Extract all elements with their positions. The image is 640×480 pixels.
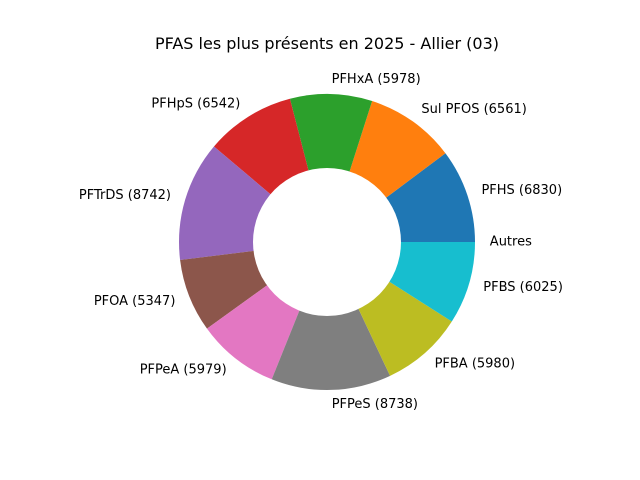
label-sul-pfos-6561: Sul PFOS (6561) [421, 102, 526, 117]
label-pfpea-5979: PFPeA (5979) [140, 363, 227, 378]
slice-labels: PFHS (6830) Sul PFOS (6561)PFHxA (5978) PF… [79, 72, 563, 412]
label-pftrds-8742: PFTrDS (8742) [79, 188, 171, 203]
slice-pfhxa-5978 [289, 93, 373, 242]
chart-title: PFAS les plus présents en 2025 - Allier … [155, 34, 499, 53]
label-pfoa-5347: PFOA (5347) [94, 294, 176, 309]
label-autres: Autres [490, 235, 532, 250]
donut-hole [253, 168, 401, 316]
label-pfhs-6830: PFHS (6830) [481, 183, 562, 198]
label-pfba-5980: PFBA (5980) [435, 357, 516, 372]
label-pfhxa-5978: PFHxA (5978) [332, 72, 421, 87]
label-pfhps-6542: PFHpS (6542) [151, 97, 240, 112]
label-pfpes-8738: PFPeS (8738) [332, 397, 418, 412]
label-pfbs-6025: PFBS (6025) [483, 280, 563, 295]
slice-pfpes-8738 [271, 242, 391, 390]
